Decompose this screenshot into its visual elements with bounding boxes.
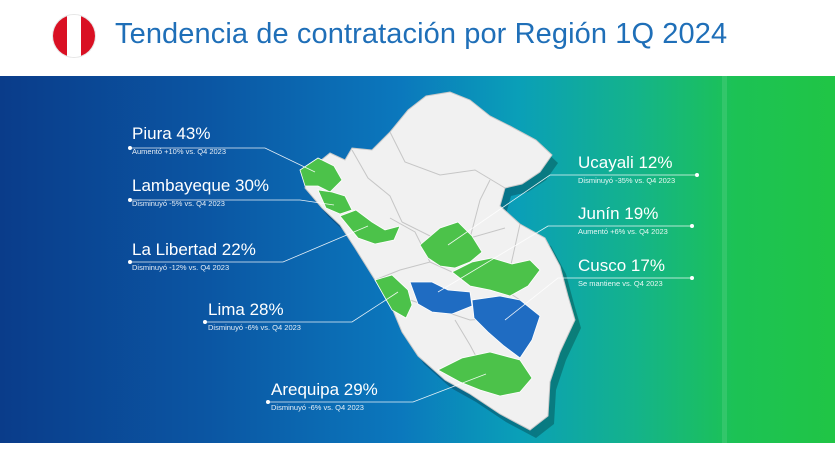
label-lima: Lima 28% Disminuyó -6% vs. Q4 2023 bbox=[208, 300, 301, 333]
label-lima-detail: Disminuyó -6% vs. Q4 2023 bbox=[208, 323, 301, 332]
region-lima bbox=[374, 274, 413, 319]
peru-map bbox=[128, 91, 699, 438]
label-piura: Piura 43% Aumentó +10% vs. Q4 2023 bbox=[132, 124, 226, 157]
region-junin bbox=[409, 281, 473, 315]
leader-junin bbox=[437, 225, 692, 293]
label-la-libertad: La Libertad 22% Disminuyó -12% vs. Q4 20… bbox=[132, 240, 256, 273]
label-junin: Junín 19% Aumentó +6% vs. Q4 2023 bbox=[578, 204, 668, 237]
leader-la-libertad bbox=[130, 225, 369, 263]
label-piura-detail: Aumentó +10% vs. Q4 2023 bbox=[132, 147, 227, 156]
label-la-libertad-name: La Libertad 22% bbox=[132, 240, 256, 259]
region-lambayeque bbox=[317, 189, 353, 215]
leader-lambayeque bbox=[130, 199, 335, 206]
region-ucayali bbox=[419, 221, 483, 269]
page-title: Tendencia de contratación por Región 1Q … bbox=[115, 18, 728, 50]
map-banner: Piura 43% Aumentó +10% vs. Q4 2023 Lamba… bbox=[0, 76, 835, 443]
peru-flag-icon bbox=[53, 15, 95, 57]
region-piura bbox=[299, 157, 343, 193]
label-ucayali-name: Ucayali 12% bbox=[578, 153, 673, 172]
leader-arequipa bbox=[268, 373, 487, 403]
label-ucayali: Ucayali 12% Disminuyó -35% vs. Q4 2023 bbox=[578, 153, 675, 186]
leader-lima bbox=[205, 291, 399, 323]
label-piura-name: Piura 43% bbox=[132, 124, 211, 143]
banner-stripe bbox=[722, 76, 727, 443]
label-cusco: Cusco 17% Se mantiene vs. Q4 2023 bbox=[578, 256, 665, 289]
label-cusco-detail: Se mantiene vs. Q4 2023 bbox=[578, 279, 663, 288]
leader-cusco bbox=[504, 277, 692, 321]
label-arequipa: Arequipa 29% Disminuyó -6% vs. Q4 2023 bbox=[271, 380, 378, 413]
header: Tendencia de contratación por Región 1Q … bbox=[0, 0, 835, 76]
label-la-libertad-detail: Disminuyó -12% vs. Q4 2023 bbox=[132, 263, 230, 272]
label-lima-name: Lima 28% bbox=[208, 300, 284, 319]
label-lambayeque-name: Lambayeque 30% bbox=[132, 176, 270, 195]
label-junin-name: Junín 19% bbox=[578, 204, 659, 223]
label-ucayali-detail: Disminuyó -35% vs. Q4 2023 bbox=[578, 176, 676, 185]
label-junin-detail: Aumentó +6% vs. Q4 2023 bbox=[578, 227, 668, 236]
label-cusco-name: Cusco 17% bbox=[578, 256, 665, 275]
region-la-libertad bbox=[339, 209, 401, 245]
region-green-band bbox=[451, 257, 541, 297]
label-arequipa-detail: Disminuyó -6% vs. Q4 2023 bbox=[271, 403, 364, 412]
footer-strip bbox=[0, 443, 835, 465]
leader-ucayali bbox=[447, 174, 697, 246]
label-lambayeque: Lambayeque 30% Disminuyó -5% vs. Q4 2023 bbox=[132, 176, 269, 209]
region-cusco bbox=[471, 295, 541, 359]
leader-piura bbox=[130, 147, 316, 173]
label-arequipa-name: Arequipa 29% bbox=[271, 380, 378, 399]
label-lambayeque-detail: Disminuyó -5% vs. Q4 2023 bbox=[132, 199, 225, 208]
